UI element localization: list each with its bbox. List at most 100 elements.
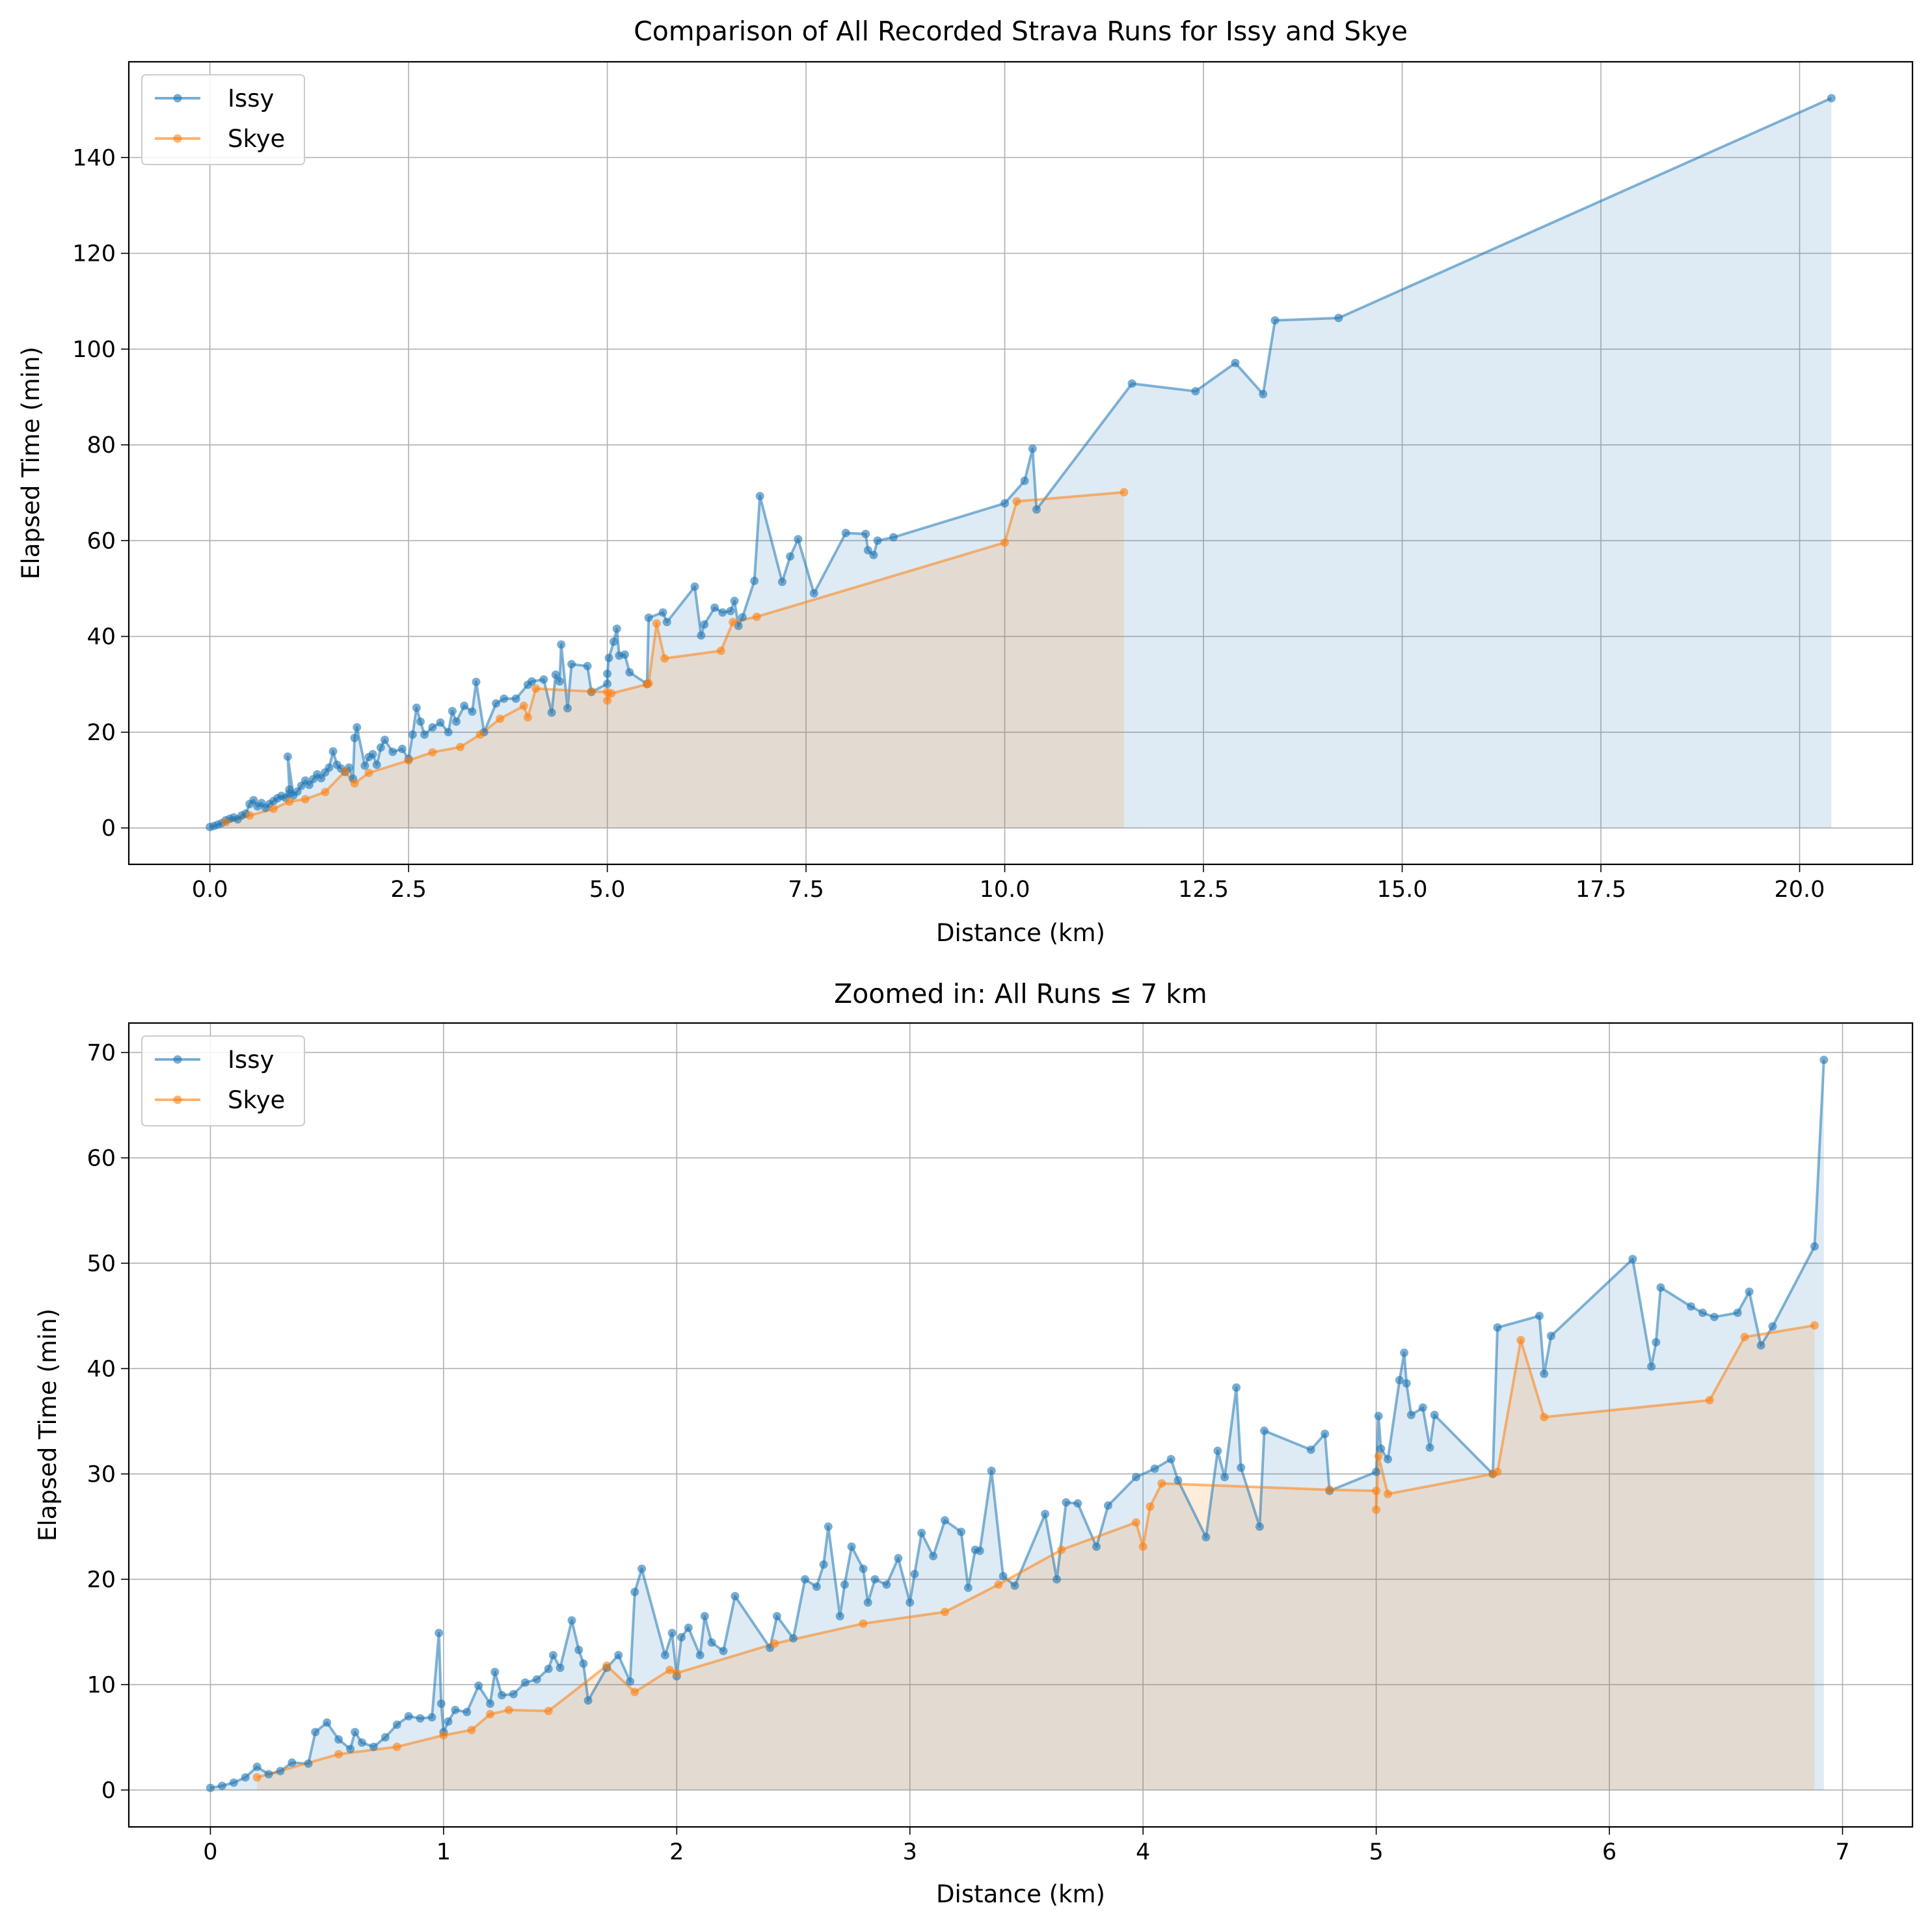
legend-marker-skye: [173, 1095, 182, 1104]
issy-data-point: [700, 1612, 709, 1621]
issy-data-point: [548, 1651, 557, 1660]
issy-data-point: [609, 637, 618, 646]
issy-data-point: [941, 1516, 950, 1525]
issy-data-point: [1400, 1348, 1409, 1357]
issy-data-point: [824, 1522, 833, 1531]
issy-data-point: [1237, 1463, 1246, 1472]
issy-data-point: [520, 1678, 530, 1687]
skye-data-point: [630, 1688, 639, 1697]
issy-data-point: [1827, 94, 1836, 103]
skye-data-point: [1012, 497, 1021, 506]
issy-data-point: [707, 1638, 716, 1647]
skye-data-point: [603, 696, 612, 705]
issy-data-point: [1041, 1510, 1050, 1519]
issy-data-point: [1686, 1302, 1695, 1311]
issy-data-point: [603, 679, 612, 688]
issy-data-point: [882, 1580, 891, 1589]
issy-data-point: [1260, 1426, 1269, 1435]
y-tick-label: 50: [87, 1251, 116, 1277]
issy-data-point: [323, 1718, 332, 1727]
issy-area-fill: [210, 1059, 1824, 1790]
issy-data-point: [511, 694, 520, 703]
skye-data-point: [1000, 538, 1010, 547]
issy-data-point: [1418, 1403, 1427, 1412]
issy-data-point: [539, 675, 548, 684]
skye-data-point: [770, 1639, 779, 1648]
issy-data-point: [435, 1629, 444, 1638]
issy-data-point: [777, 578, 786, 587]
issy-data-point: [987, 1466, 996, 1475]
issy-data-point: [869, 550, 878, 559]
skye-data-point: [941, 1608, 950, 1617]
issy-data-point: [325, 763, 334, 772]
skye-data-point: [672, 1668, 681, 1677]
issy-data-point: [360, 761, 369, 770]
issy-data-point: [1231, 358, 1240, 367]
issy-data-point: [486, 1699, 495, 1708]
x-tick-label: 2: [669, 1839, 684, 1865]
issy-data-point: [786, 552, 795, 561]
skye-data-point: [364, 768, 373, 777]
legend-marker-issy: [173, 94, 182, 103]
issy-data-point: [346, 1744, 355, 1753]
issy-data-point: [474, 1681, 483, 1690]
issy-data-point: [625, 668, 634, 677]
x-tick-label: 7: [1835, 1839, 1849, 1865]
gridlines: [129, 1023, 1912, 1827]
issy-data-point: [695, 1651, 704, 1660]
skye-data-point: [1372, 1486, 1381, 1495]
issy-data-point: [1372, 1467, 1381, 1476]
issy-data-point: [448, 706, 457, 715]
issy-data-point: [1535, 1311, 1544, 1320]
skye-data-point: [428, 748, 437, 757]
issy-data-point: [731, 1591, 740, 1601]
issy-data-point: [551, 670, 560, 679]
skye-data-point: [1157, 1479, 1166, 1488]
issy-data-point: [351, 1727, 360, 1736]
issy-data-point: [1334, 313, 1343, 323]
issy-data-point: [509, 1690, 518, 1699]
issy-data-point: [350, 734, 359, 743]
skye-data-point: [716, 646, 725, 656]
y-axis-label: Elapsed Time (min): [17, 347, 45, 579]
issy-data-point: [835, 1612, 844, 1621]
x-tick-label: 5: [1369, 1839, 1383, 1865]
issy-data-point: [408, 730, 417, 739]
issy-data-point: [812, 1582, 821, 1591]
skye-data-point: [523, 713, 532, 722]
skye-data-point: [245, 811, 254, 820]
x-tick-label: 4: [1136, 1839, 1150, 1865]
issy-data-point: [677, 1632, 686, 1642]
axes-frame: [127, 1022, 1914, 1828]
issy-data-point: [283, 752, 292, 761]
x-tick-label: 1: [436, 1839, 451, 1865]
issy-data-point: [957, 1527, 966, 1536]
skye-data-point: [1146, 1502, 1155, 1511]
issy-data-point: [1321, 1430, 1330, 1439]
issy-data-point: [584, 1696, 593, 1705]
issy-data-point: [644, 613, 653, 622]
issy-data-point: [334, 1735, 343, 1744]
skye-data-point: [1493, 1467, 1502, 1476]
issy-data-point: [1395, 1376, 1404, 1385]
y-tick-label: 60: [87, 1145, 116, 1171]
issy-data-point: [1425, 1443, 1434, 1452]
skye-data-point: [1516, 1336, 1525, 1345]
issy-data-point: [1010, 1581, 1019, 1590]
issy-data-point: [428, 723, 437, 732]
issy-data-point: [873, 536, 882, 545]
issy-data-point: [1127, 379, 1136, 388]
skye-data-point: [456, 743, 465, 752]
skye-data-point: [1325, 1485, 1334, 1495]
issy-data-point: [372, 760, 381, 769]
x-tick-label: 5.0: [589, 877, 626, 903]
skye-data-point: [467, 1725, 476, 1735]
issy-data-point: [544, 1664, 553, 1673]
issy-data-point: [463, 1707, 472, 1716]
issy-data-point: [252, 1763, 262, 1772]
issy-data-point: [1259, 390, 1268, 399]
legend: Issy Skye: [141, 1035, 305, 1126]
issy-data-point: [436, 1699, 446, 1708]
issy-data-point: [755, 492, 764, 501]
issy-data-point: [975, 1547, 984, 1556]
